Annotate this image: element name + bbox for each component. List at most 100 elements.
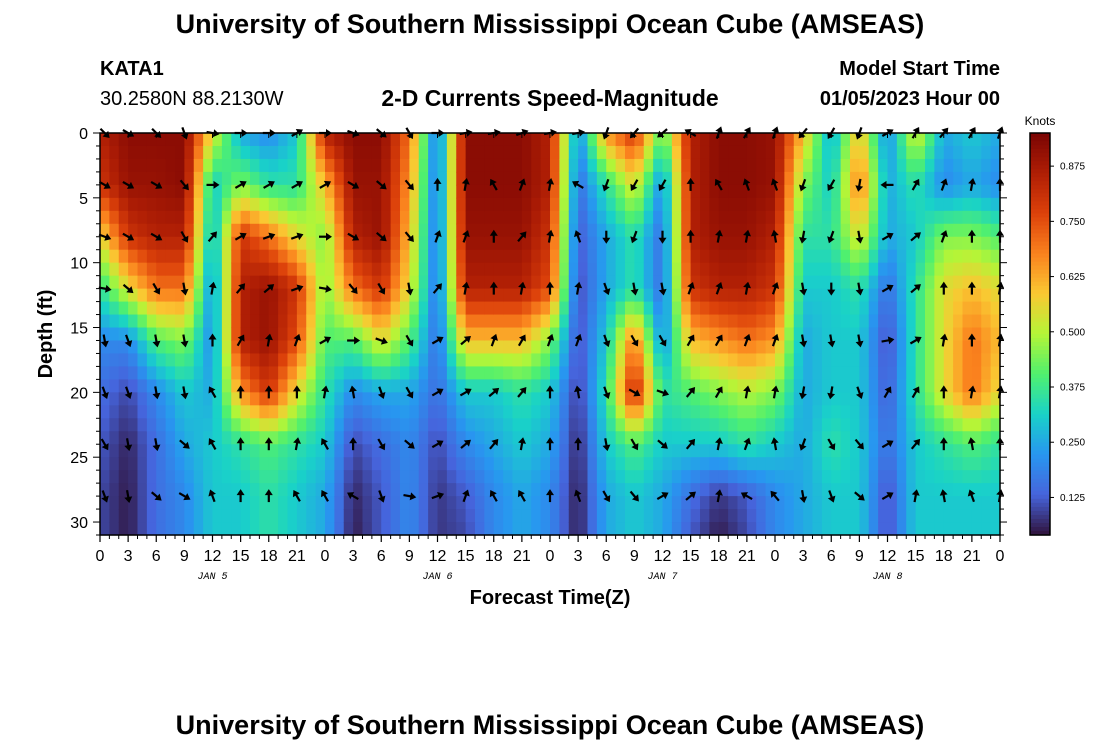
heatmap-cell [221, 353, 232, 368]
heatmap-cell [521, 262, 532, 277]
heatmap-cell [475, 262, 485, 277]
heatmap-cell [681, 405, 692, 419]
colorbar-segment [1030, 205, 1050, 210]
heatmap-cell [634, 405, 645, 419]
heatmap-cell [278, 197, 289, 212]
heatmap-cell [353, 522, 364, 536]
heatmap-cell [278, 509, 289, 523]
heatmap-cell [728, 340, 739, 355]
heatmap-cell [906, 197, 917, 212]
heatmap-cell [681, 483, 692, 497]
current-arrow [347, 336, 361, 345]
heatmap-cell [868, 496, 879, 510]
heatmap-cell [990, 184, 1001, 199]
heatmap-cell [484, 431, 495, 445]
heatmap-cell [475, 444, 485, 458]
arrow-head [887, 336, 895, 345]
heatmap-cell [653, 327, 664, 342]
heatmap-cell [418, 405, 429, 419]
current-arrow [574, 281, 583, 295]
colorbar-segment [1030, 137, 1050, 142]
heatmap-cell [446, 353, 457, 368]
colorbar-segment [1030, 157, 1050, 162]
heatmap-cell [906, 301, 917, 316]
heatmap-cell [446, 457, 457, 471]
heatmap-cell [784, 223, 795, 238]
heatmap-cell [203, 418, 214, 432]
heatmap-cell [109, 444, 120, 458]
heatmap-cell [428, 444, 439, 458]
heatmap-cell [653, 288, 664, 303]
heatmap-cell [409, 340, 420, 355]
heatmap-cell [306, 210, 317, 225]
heatmap-cell [878, 210, 889, 225]
heatmap-cell [831, 288, 842, 303]
heatmap-cell [878, 314, 889, 329]
arrow-head [660, 441, 668, 449]
heatmap-cell [756, 366, 767, 380]
heatmap-cell [512, 431, 523, 445]
current-arrow [178, 492, 191, 501]
heatmap-cell [953, 483, 964, 497]
heatmap-cell [671, 145, 682, 160]
heatmap-cell [409, 327, 420, 342]
current-arrow [206, 180, 220, 189]
heatmap-cell [250, 171, 260, 186]
heatmap-cell [756, 223, 767, 238]
heatmap-cell [287, 223, 298, 238]
heatmap-cell [446, 444, 457, 458]
heatmap-cell [221, 223, 232, 238]
current-arrow [431, 388, 444, 397]
heatmap-cell [287, 418, 298, 432]
colorbar-segment [1030, 181, 1050, 186]
heatmap-cell [878, 158, 889, 173]
heatmap-cell [437, 431, 448, 445]
heatmap-cell [681, 366, 692, 380]
heatmap-cell [437, 145, 448, 160]
heatmap-cell [484, 223, 495, 238]
heatmap-cell [400, 366, 410, 380]
heatmap-cell [231, 171, 242, 186]
heatmap-cell [221, 301, 232, 316]
heatmap-cell [362, 496, 373, 510]
heatmap-cell [981, 379, 992, 393]
heatmap-cell [493, 223, 504, 238]
heatmap-cell [371, 145, 382, 160]
heatmap-cell [850, 353, 860, 368]
heatmap-cell [709, 262, 720, 277]
y-tick-label: 25 [70, 450, 88, 467]
heatmap-cell [465, 262, 476, 277]
heatmap-cell [296, 405, 307, 419]
heatmap-cell [896, 444, 907, 458]
heatmap-cell [625, 262, 635, 277]
heatmap-cell [643, 470, 654, 484]
heatmap-cell [503, 314, 514, 329]
current-arrow [264, 437, 273, 451]
colorbar-segment [1030, 249, 1050, 255]
heatmap-cell [850, 366, 860, 380]
heatmap-cell [953, 184, 964, 199]
heatmap-cell [325, 210, 335, 225]
heatmap-cell [700, 288, 710, 303]
heatmap-cell [934, 392, 945, 406]
heatmap-cell [775, 197, 785, 212]
heatmap-cell [634, 353, 645, 368]
arrow-head [770, 229, 779, 237]
heatmap-cell [550, 327, 560, 342]
heatmap-cell [821, 197, 832, 212]
heatmap-cell [418, 301, 429, 316]
heatmap-cell [681, 236, 692, 251]
heatmap-cell [887, 171, 898, 186]
heatmap-cell [587, 392, 598, 406]
heatmap-cell [409, 236, 420, 251]
arrow-head [662, 388, 670, 397]
colorbar-segment [1030, 169, 1050, 174]
heatmap-cell [231, 249, 242, 264]
heatmap-cell [268, 483, 279, 497]
heatmap-cell [259, 210, 270, 225]
heatmap-cell [212, 158, 223, 173]
heatmap-cell [756, 340, 767, 355]
heatmap-cell [906, 392, 917, 406]
heatmap-cell [250, 418, 260, 432]
heatmap-cell [934, 171, 945, 186]
